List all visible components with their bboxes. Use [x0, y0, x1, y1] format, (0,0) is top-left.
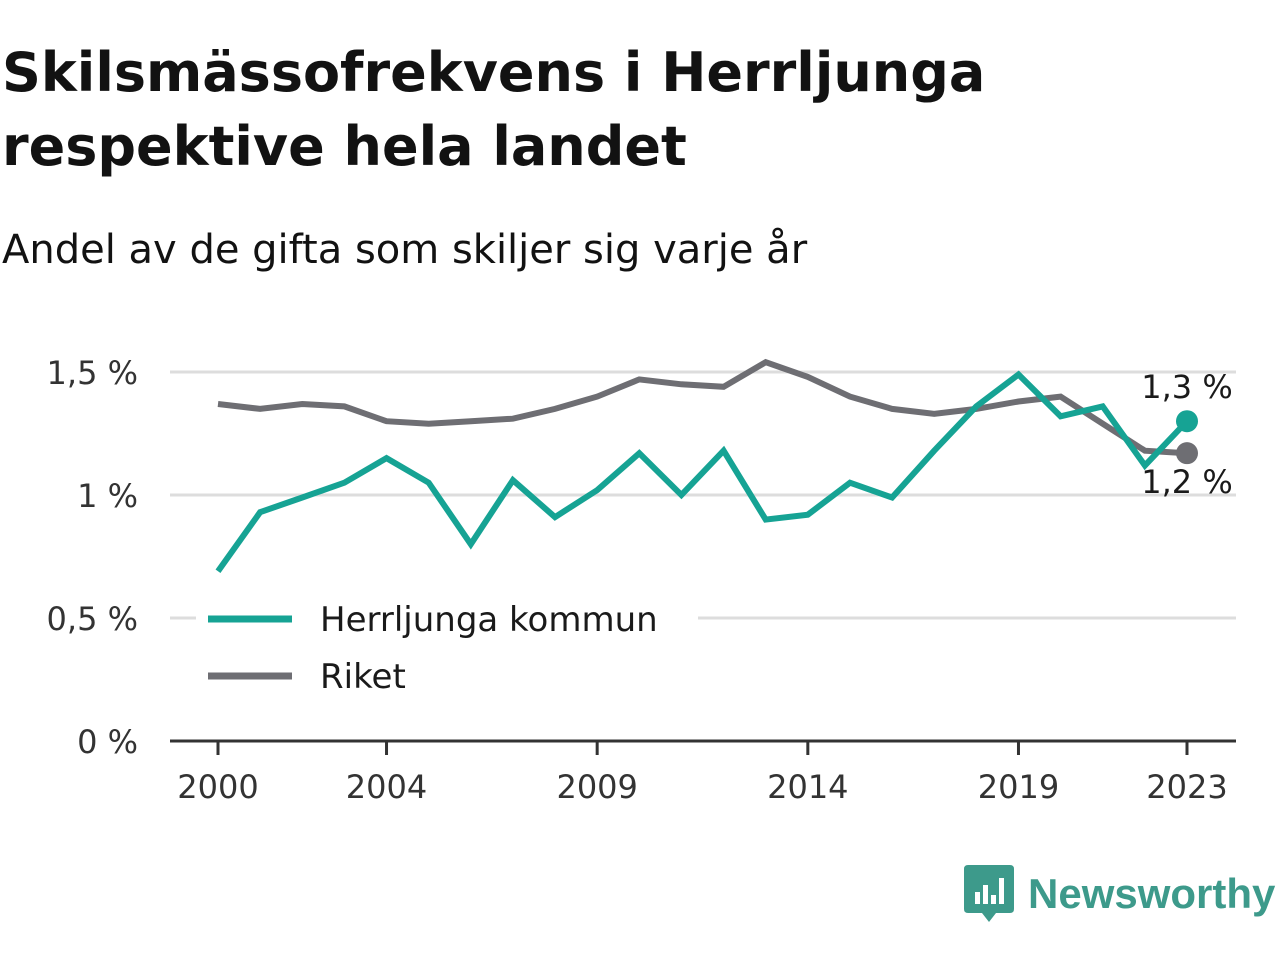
legend: Herrljunga kommun Riket [196, 590, 698, 710]
brand-name: Newsworthy [1028, 870, 1276, 917]
legend-backdrop [196, 590, 698, 710]
brand-logo: Newsworthy [964, 864, 1275, 924]
y-tick-label: 1,5 % [47, 354, 138, 392]
end-point-herrljunga [1176, 410, 1198, 433]
series-line-herrljunga [215, 370, 1190, 574]
bar-chart-badge-icon [964, 865, 1014, 922]
end-point-riket [1176, 442, 1198, 465]
y-tick-label: 0,5 % [47, 600, 138, 638]
legend-label-herrljunga: Herrljunga kommun [320, 600, 658, 640]
x-tick-label: 2014 [767, 768, 848, 806]
y-tick-label: 0 % [77, 723, 138, 761]
series-lines [215, 358, 1198, 574]
chart-title: Skilsmässofrekvens i Herrljunga respekti… [2, 41, 986, 178]
legend-label-riket: Riket [320, 657, 406, 697]
end-label-riket: 1,2 % [1141, 463, 1232, 501]
series-line-riket [217, 358, 1188, 457]
chart-subtitle: Andel av de gifta som skiljer sig varje … [2, 227, 808, 273]
y-tick-label: 1 % [77, 477, 138, 515]
end-labels: 1,3 % 1,2 % [1141, 368, 1232, 501]
end-label-herrljunga: 1,3 % [1141, 368, 1232, 406]
x-tick-label: 2023 [1146, 768, 1227, 806]
axes: 0 % 0,5 % 1 % 1,5 % 2000 2004 2009 2014 2019 2023 [47, 354, 1236, 806]
x-tick-label: 2009 [556, 768, 637, 806]
x-tick-label: 2004 [346, 768, 427, 806]
x-tick-label: 2019 [978, 768, 1059, 806]
x-tick-label: 2000 [177, 768, 258, 806]
